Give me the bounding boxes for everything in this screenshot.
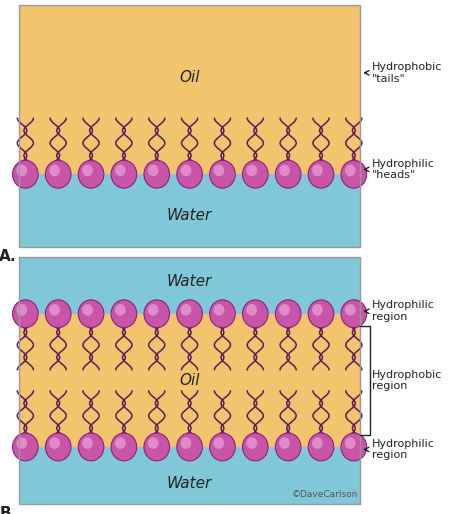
Circle shape: [115, 437, 126, 449]
Circle shape: [78, 433, 104, 461]
Circle shape: [181, 164, 191, 176]
Bar: [19, 5, 360, 247]
Circle shape: [345, 164, 356, 176]
Circle shape: [308, 433, 334, 461]
Text: Oil: Oil: [179, 70, 200, 85]
Circle shape: [111, 433, 137, 461]
Bar: [19, 257, 360, 504]
Circle shape: [46, 160, 71, 188]
Circle shape: [213, 164, 224, 176]
Circle shape: [82, 437, 93, 449]
Circle shape: [115, 304, 126, 316]
Circle shape: [181, 304, 191, 316]
Circle shape: [17, 437, 27, 449]
Circle shape: [148, 164, 158, 176]
Bar: [19, 174, 360, 247]
Circle shape: [177, 160, 202, 188]
Circle shape: [49, 437, 60, 449]
Circle shape: [148, 304, 158, 316]
Circle shape: [312, 164, 323, 176]
Circle shape: [341, 160, 367, 188]
Circle shape: [279, 164, 290, 176]
Circle shape: [308, 160, 334, 188]
Circle shape: [308, 300, 334, 327]
Text: Oil: Oil: [179, 373, 200, 388]
Circle shape: [82, 164, 93, 176]
Circle shape: [177, 433, 202, 461]
Text: Hydrophilic
region: Hydrophilic region: [365, 438, 435, 460]
Circle shape: [12, 160, 38, 188]
Circle shape: [213, 437, 224, 449]
Text: Hydrophobic
"tails": Hydrophobic "tails": [365, 62, 442, 84]
Circle shape: [49, 164, 60, 176]
Circle shape: [246, 437, 257, 449]
Circle shape: [243, 433, 268, 461]
Circle shape: [144, 300, 170, 327]
Text: Water: Water: [167, 274, 212, 289]
Circle shape: [275, 300, 301, 327]
Circle shape: [312, 437, 323, 449]
Circle shape: [210, 433, 235, 461]
Bar: [19, 257, 360, 314]
Circle shape: [46, 300, 71, 327]
Circle shape: [243, 300, 268, 327]
Circle shape: [213, 304, 224, 316]
Bar: [19, 5, 360, 247]
Circle shape: [17, 164, 27, 176]
Circle shape: [46, 433, 71, 461]
Circle shape: [181, 437, 191, 449]
Circle shape: [115, 164, 126, 176]
Bar: [19, 257, 360, 504]
Circle shape: [144, 160, 170, 188]
Bar: [19, 447, 360, 504]
Circle shape: [341, 433, 367, 461]
Circle shape: [148, 437, 158, 449]
Circle shape: [243, 160, 268, 188]
Circle shape: [17, 304, 27, 316]
Text: Water: Water: [167, 476, 212, 491]
Circle shape: [78, 160, 104, 188]
Text: A.: A.: [0, 249, 17, 264]
Text: ©DaveCarlson: ©DaveCarlson: [292, 489, 358, 499]
Circle shape: [82, 304, 93, 316]
Circle shape: [12, 433, 38, 461]
Circle shape: [275, 160, 301, 188]
Circle shape: [246, 164, 257, 176]
Circle shape: [341, 300, 367, 327]
Circle shape: [210, 160, 235, 188]
Circle shape: [312, 304, 323, 316]
Circle shape: [111, 300, 137, 327]
Circle shape: [12, 300, 38, 327]
Text: Water: Water: [167, 208, 212, 223]
Circle shape: [210, 300, 235, 327]
Text: Hydrophilic
region: Hydrophilic region: [365, 301, 435, 322]
Circle shape: [78, 300, 104, 327]
Text: Hydrophobic
region: Hydrophobic region: [372, 370, 442, 391]
Circle shape: [275, 433, 301, 461]
Circle shape: [345, 304, 356, 316]
Circle shape: [144, 433, 170, 461]
Circle shape: [246, 304, 257, 316]
Circle shape: [279, 304, 290, 316]
Circle shape: [279, 437, 290, 449]
Text: B.: B.: [0, 506, 17, 514]
Circle shape: [345, 437, 356, 449]
Circle shape: [49, 304, 60, 316]
Circle shape: [111, 160, 137, 188]
Circle shape: [177, 300, 202, 327]
Text: Hydrophilic
"heads": Hydrophilic "heads": [365, 159, 435, 180]
